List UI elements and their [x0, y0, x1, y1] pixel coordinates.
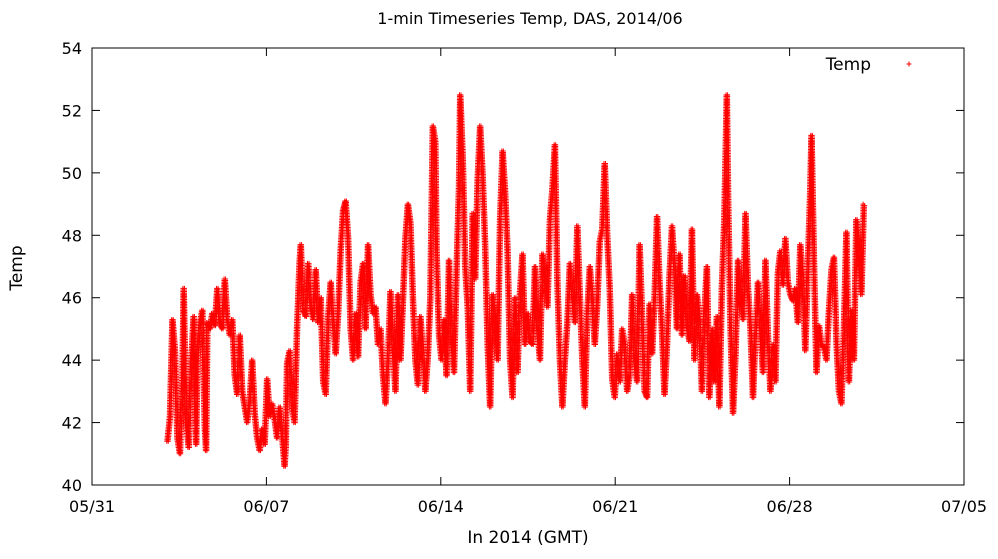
temp-series [164, 92, 867, 468]
